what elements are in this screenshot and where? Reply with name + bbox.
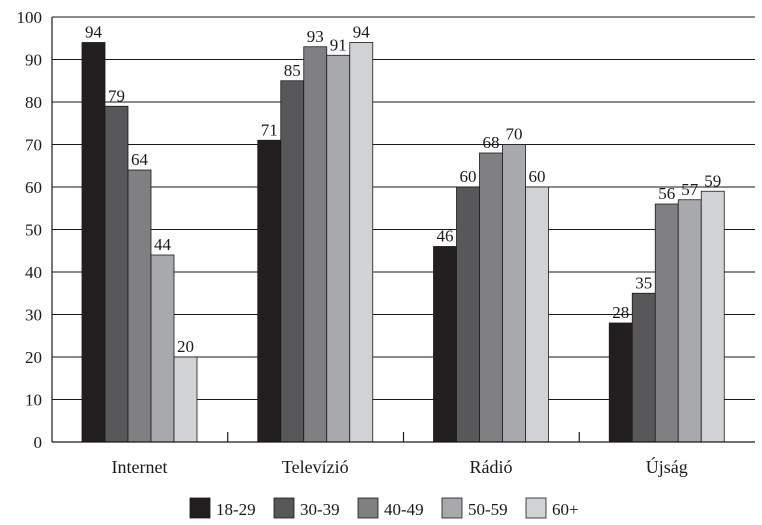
y-tick-label: 20: [25, 348, 42, 367]
data-label: 44: [154, 235, 172, 254]
legend-swatch: [273, 497, 295, 519]
bar-internet-18-29: [81, 42, 106, 443]
bar-rádió-18-29: [433, 246, 457, 443]
data-label: 60: [529, 167, 546, 186]
data-label: 35: [635, 273, 652, 292]
data-label: 59: [704, 171, 721, 190]
bar-televízió-60+: [349, 42, 374, 443]
data-label: 79: [108, 86, 125, 105]
bar-televízió-40-49: [303, 46, 328, 443]
x-tick-label: Internet: [112, 457, 168, 477]
data-label: 60: [460, 167, 477, 186]
bar-rádió-60+: [525, 186, 549, 443]
bar-rádió-30-39: [456, 186, 480, 443]
data-label: 28: [612, 303, 629, 322]
legend-label: 50-59: [468, 500, 508, 519]
y-tick-label: 100: [17, 8, 43, 27]
legend-label: 18-29: [216, 500, 256, 519]
legend-item-30-39: 30-39: [273, 497, 340, 519]
legend-item-50-59: 50-59: [441, 497, 508, 519]
legend-swatch: [189, 497, 211, 519]
data-label: 57: [681, 180, 699, 199]
legend: 18-29 30-39 40-49 50-59 60+: [189, 497, 579, 519]
legend-label: 60+: [552, 500, 579, 519]
bar-televízió-50-59: [326, 54, 351, 443]
bar-televízió-30-39: [280, 80, 305, 443]
data-label: 46: [437, 227, 454, 246]
data-label: 70: [506, 125, 523, 144]
bar-internet-30-39: [104, 105, 129, 443]
data-label: 71: [261, 120, 278, 139]
legend-swatch: [525, 497, 547, 519]
bar-televízió-18-29: [257, 139, 282, 443]
x-tick-label: Televízió: [282, 457, 349, 477]
data-label: 64: [131, 150, 149, 169]
y-tick-label: 0: [34, 433, 43, 452]
bar-rádió-50-59: [502, 144, 526, 443]
bar-újság-40-49: [654, 203, 679, 443]
y-tick-label: 40: [25, 263, 42, 282]
bar-internet-60+: [173, 356, 198, 443]
y-tick-label: 70: [25, 136, 42, 155]
y-tick-label: 60: [25, 178, 42, 197]
y-tick-label: 80: [25, 93, 42, 112]
data-label: 91: [330, 35, 347, 54]
legend-label: 30-39: [300, 500, 340, 519]
data-label: 20: [177, 337, 194, 356]
y-tick-label: 50: [25, 221, 42, 240]
data-label: 56: [658, 184, 675, 203]
y-tick-label: 10: [25, 391, 42, 410]
bar-újság-18-29: [608, 322, 633, 443]
bar-rádió-40-49: [479, 152, 503, 443]
axis-layer: [51, 17, 755, 443]
bar-újság-30-39: [631, 292, 656, 443]
data-label: 68: [483, 133, 500, 152]
x-tick-label: Rádió: [470, 457, 513, 477]
bar-internet-50-59: [150, 254, 175, 443]
labels-layer: 0 10 20 30 40 50 60 70 80 90 100 94 79 64 44 20 Internet…: [17, 8, 722, 477]
data-label: 93: [307, 27, 324, 46]
legend-item-60+: 60+: [525, 497, 579, 519]
legend-swatch: [357, 497, 379, 519]
legend-swatch: [441, 497, 463, 519]
y-tick-label: 90: [25, 51, 42, 70]
data-label: 94: [353, 23, 371, 42]
y-tick-label: 30: [25, 306, 42, 325]
bar-újság-60+: [700, 190, 725, 443]
legend-label: 40-49: [384, 500, 424, 519]
bars-layer: [81, 42, 725, 443]
data-label: 94: [85, 23, 103, 42]
legend-item-18-29: 18-29: [189, 497, 256, 519]
legend-item-40-49: 40-49: [357, 497, 424, 519]
bar-újság-50-59: [677, 199, 702, 443]
x-tick-label: Újság: [646, 456, 688, 477]
data-label: 85: [284, 61, 301, 80]
bar-internet-40-49: [127, 169, 152, 443]
